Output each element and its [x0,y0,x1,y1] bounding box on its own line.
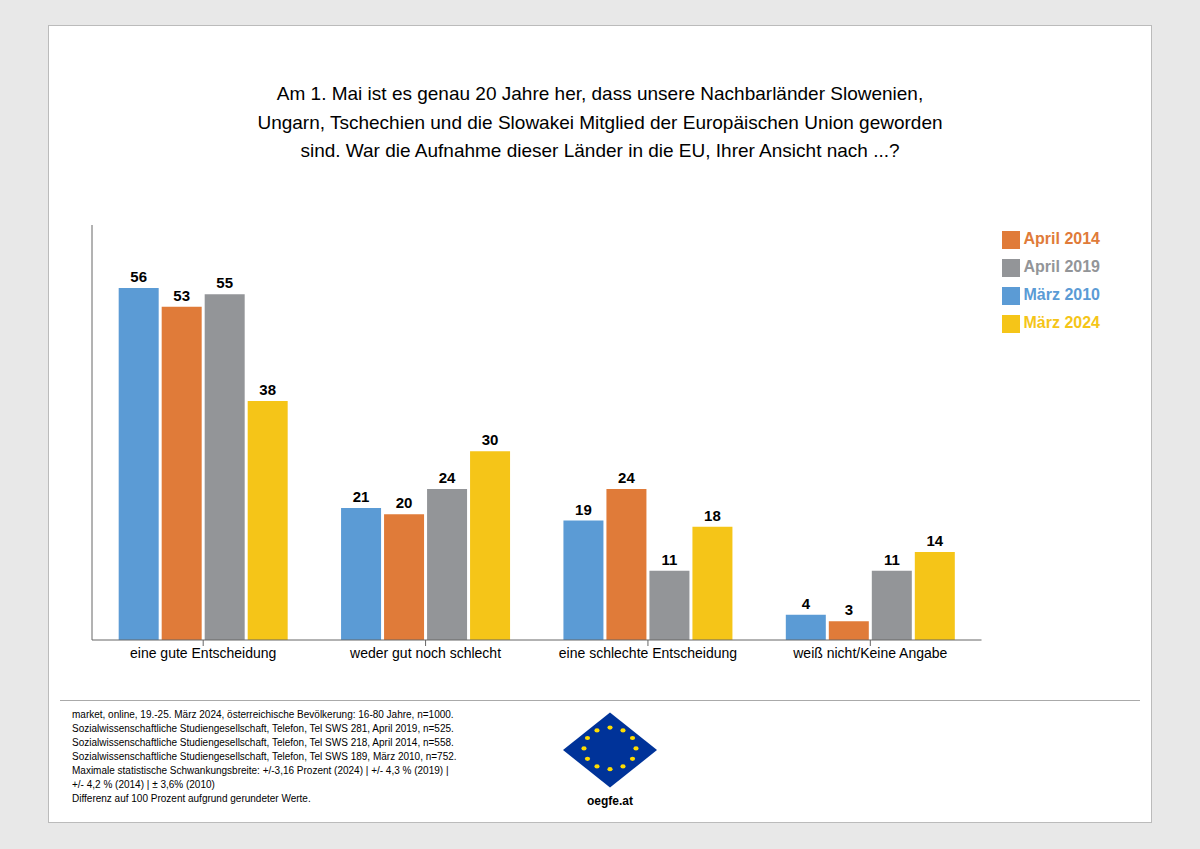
html-text:Sozialwissenschaftliche Studie: Sozialwissenschaftliche Studiengesellsch… [72,737,454,748]
html-text:April 2014: April 2014 [1023,230,1100,247]
svg-text:eine schlechte Entscheidung: eine schlechte Entscheidung [559,645,737,661]
svg-text:19: 19 [575,501,592,518]
svg-text:11: 11 [884,551,900,568]
svg-text:24: 24 [618,469,635,486]
html-text:market, online, 19.-25. März 2: market, online, 19.-25. März 2024, öster… [72,709,454,720]
html-text:April 2019: April 2019 [1023,258,1100,275]
svg-text:24: 24 [439,469,456,486]
html-text:Am 1. Mai ist es genau 20 Jahr: Am 1. Mai ist es genau 20 Jahre her, das… [257,83,943,161]
svg-text:55: 55 [216,274,233,291]
svg-text:weder gut noch schlecht: weder gut noch schlecht [349,645,501,661]
html-text:+/- 4,2 % (2014) | ± 3,6% (201: +/- 4,2 % (2014) | ± 3,6% (2010) [72,779,215,790]
html-text:Differenz auf 100 Prozent aufg: Differenz auf 100 Prozent aufgrund gerun… [72,793,311,804]
svg-text:weiß nicht/Keine Angabe: weiß nicht/Keine Angabe [792,645,947,661]
svg-text:20: 20 [396,494,413,511]
svg-text:56: 56 [130,268,147,285]
html-text:Sozialwissenschaftliche Studie: Sozialwissenschaftliche Studiengesellsch… [72,751,457,762]
html-text:März 2024: März 2024 [1023,314,1100,331]
svg-text:eine gute Entscheidung: eine gute Entscheidung [130,645,276,661]
svg-text:53: 53 [173,287,190,304]
svg-text:38: 38 [259,381,276,398]
html-text:März 2010: März 2010 [1023,286,1100,303]
svg-text:21: 21 [353,488,370,505]
svg-text:18: 18 [704,507,721,524]
svg-text:4: 4 [802,595,811,612]
html-text:oegfe.at: oegfe.at [587,794,633,808]
svg-text:30: 30 [482,431,499,448]
html-text:Sozialwissenschaftliche Studie: Sozialwissenschaftliche Studiengesellsch… [72,723,454,734]
svg-text:14: 14 [926,532,943,549]
svg-text:11: 11 [662,551,678,568]
html-text:Maximale statistische Schwanku: Maximale statistische Schwankungsbreite:… [72,765,449,776]
svg-text:3: 3 [845,601,853,618]
